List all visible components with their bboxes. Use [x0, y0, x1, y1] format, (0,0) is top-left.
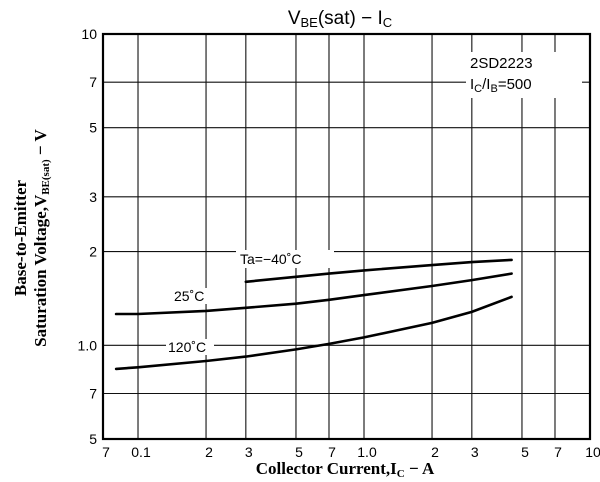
title-sub: BE [301, 15, 319, 30]
cond-a: I [470, 76, 474, 93]
x-tick-label: 5 [295, 444, 303, 460]
series-line [114, 272, 513, 316]
title-rest-sub: C [383, 15, 392, 30]
ylabel-line2-rest: − V [31, 128, 50, 159]
series-line [114, 295, 513, 371]
annotation-background [466, 52, 582, 98]
y-axis-label: Base-to-Emitter Saturation Voltage,VBE(s… [11, 128, 52, 346]
ylabel-line2-sub: BE(sat) [40, 159, 52, 195]
x-tick-label: 1.0 [357, 444, 377, 460]
x-tick-label: 3 [245, 444, 253, 460]
y-tick-label: 5 [89, 431, 97, 447]
plot-frame [101, 32, 592, 441]
cond-b-sub: B [490, 83, 497, 95]
xlabel-rest: − A [405, 459, 435, 478]
series-line [244, 258, 513, 284]
y-tick-label: 7 [89, 386, 97, 402]
curve-label-bg-2 [166, 339, 214, 355]
curve-label-25: 25˚C [174, 288, 204, 304]
x-tick-label: 10 [585, 444, 600, 460]
xlabel-main: Collector Current,I [256, 459, 397, 478]
y-tick-label: 7 [89, 74, 97, 90]
curve-labels: Ta=−40˚C 25˚C 120˚C [166, 250, 334, 355]
ylabel-line1: Base-to-Emitter [11, 179, 30, 296]
x-tick-label: 7 [328, 444, 336, 460]
y-tick-label: 10 [81, 26, 97, 42]
annotation: 2SD2223 IC/IB=500 [466, 52, 582, 98]
x-tick-label: 0.1 [131, 444, 151, 460]
y-tick-label: 5 [89, 120, 97, 136]
title-main: V [288, 8, 301, 29]
ylabel-line2-main: Saturation Voltage,V [31, 194, 50, 347]
x-tick-label: 5 [521, 444, 529, 460]
y-tick-label: 3 [89, 189, 97, 205]
title-rest: (sat) − I [318, 8, 383, 29]
curve-label-bg-0 [236, 250, 334, 268]
curve-label-120: 120˚C [168, 339, 206, 355]
x-tick-label: 2 [431, 444, 439, 460]
ylabel-line2: Saturation Voltage,VBE(sat) − V [31, 128, 52, 346]
curves [114, 258, 513, 371]
x-axis-label: Collector Current,IC − A [256, 459, 435, 480]
y-tick-label: 1.0 [78, 337, 98, 353]
curve-label-minus40: Ta=−40˚C [240, 251, 301, 267]
cond-rest: =500 [498, 76, 532, 93]
condition-label: IC/IB=500 [470, 76, 532, 95]
x-tick-label: 2 [205, 444, 213, 460]
x-tick-label: 3 [471, 444, 479, 460]
part-number: 2SD2223 [470, 55, 533, 72]
y-tick-label: 2 [89, 244, 97, 260]
chart-title: VBE(sat) − IC [288, 8, 392, 30]
xlabel-sub: C [397, 468, 405, 480]
curve-label-bg-1 [172, 288, 214, 304]
x-tick-label: 7 [554, 444, 562, 460]
x-tick-label: 7 [102, 444, 110, 460]
x-tick-labels: 7 0.1 2 3 5 7 1.0 2 3 5 7 10 [102, 444, 600, 460]
y-tick-labels: 5 7 1.0 2 3 5 7 10 [78, 26, 98, 447]
cond-mid: /I [482, 76, 490, 93]
cond-a-sub: C [474, 83, 482, 95]
